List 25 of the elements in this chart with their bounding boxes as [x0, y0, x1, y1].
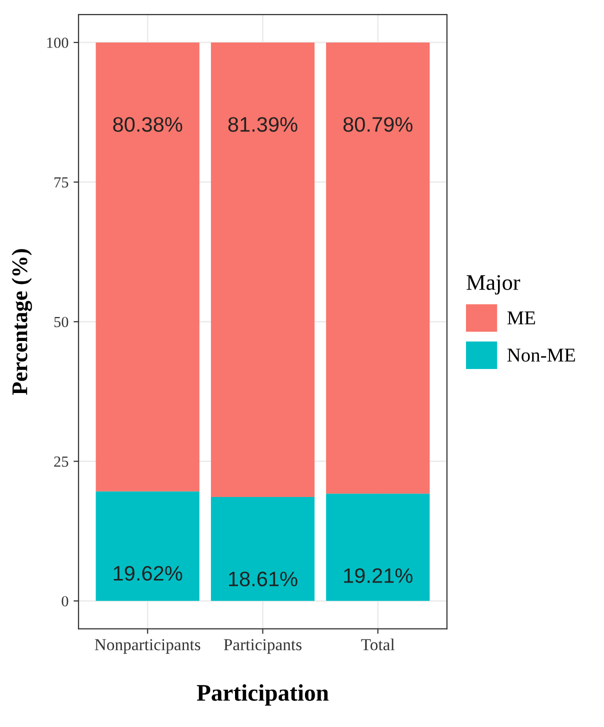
data-label: 80.38%: [113, 117, 182, 132]
legend-title: Major: [466, 275, 520, 295]
y-tick-label: 100: [47, 38, 68, 48]
x-tick-label: Nonparticipants: [94, 639, 200, 654]
y-tick-label: 75: [54, 177, 68, 188]
y-tick-label: 25: [54, 456, 68, 467]
legend-label: Non-ME: [507, 348, 575, 362]
data-label: 19.62%: [114, 566, 182, 581]
data-label: 80.79%: [343, 117, 412, 132]
data-label: 18.61%: [229, 572, 298, 586]
data-label: 19.21%: [344, 568, 412, 584]
x-axis-title: Participation: [196, 684, 329, 706]
bar: [96, 491, 200, 601]
bar: [96, 42, 200, 492]
x-tick-label: Total: [361, 638, 395, 650]
bar: [210, 42, 315, 497]
bar: [210, 497, 315, 601]
bar: [326, 494, 430, 601]
y-axis-title: Percentage (%): [12, 249, 32, 395]
y-tick-label: 0: [62, 596, 68, 606]
data-label: 81.39%: [228, 117, 298, 132]
x-tick-label: Participants: [224, 639, 302, 654]
legend-label: ME: [507, 312, 536, 324]
bar: [326, 42, 430, 494]
y-tick-label: 50: [54, 316, 68, 328]
